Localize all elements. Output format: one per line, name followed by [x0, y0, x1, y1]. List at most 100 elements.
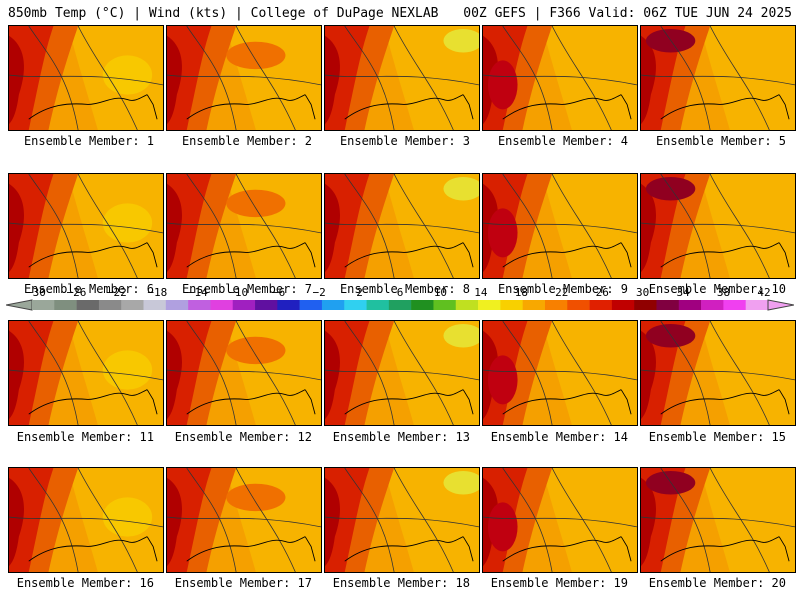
ensemble-map-panel — [640, 173, 796, 279]
colorbar-swatch — [611, 300, 635, 310]
ensemble-map-panel — [166, 25, 322, 131]
ensemble-map-panel — [640, 25, 796, 131]
colorbar-swatch — [232, 300, 256, 310]
colorbar-tick-label: 26 — [595, 286, 609, 299]
ensemble-member-label: Ensemble Member: 11 — [16, 430, 154, 444]
colorbar-tick-label: −26 — [66, 286, 87, 299]
ensemble-member-label: Ensemble Member: 7 — [181, 282, 312, 296]
colorbar-tick-label: −22 — [106, 286, 127, 299]
colorbar-swatch — [344, 300, 367, 310]
temperature-map — [483, 468, 637, 572]
temperature-map — [641, 321, 795, 425]
colorbar-swatch — [143, 300, 167, 310]
ensemble-member-label: Ensemble Member: 4 — [497, 134, 628, 148]
ensemble-map-panel — [324, 467, 480, 573]
ensemble-member-label: Ensemble Member: 6 — [23, 282, 154, 296]
ensemble-member-label: Ensemble Member: 20 — [648, 576, 786, 590]
colorbar-swatch — [165, 300, 189, 310]
colorbar-scale — [5, 299, 795, 311]
colorbar-tick-label: −18 — [147, 286, 168, 299]
ensemble-map-panel — [8, 25, 164, 131]
ensemble-map-panel — [640, 467, 796, 573]
colorbar-tick-label: −30 — [26, 286, 46, 299]
ensemble-map-panel — [8, 467, 164, 573]
temperature-map — [325, 321, 479, 425]
ensemble-map-panel — [8, 320, 164, 426]
colorbar-swatch — [299, 300, 323, 310]
colorbar-swatch — [321, 300, 345, 310]
colorbar-swatch — [255, 300, 278, 310]
colorbar-swatch — [433, 300, 457, 310]
colorbar-swatch — [656, 300, 680, 310]
temperature-map — [167, 321, 321, 425]
temperature-map — [483, 174, 637, 278]
colorbar-tick-label: −6 — [272, 286, 286, 299]
colorbar-swatch — [411, 300, 434, 310]
colorbar-swatch — [277, 300, 300, 310]
temperature-map — [9, 26, 163, 130]
colorbar-swatch — [701, 300, 724, 310]
ensemble-member-label: Ensemble Member: 5 — [655, 134, 786, 148]
temperature-map — [9, 468, 163, 572]
colorbar: −30 −26 −22 −18 −14 −10 −6 −2 2 6 10 14 18 22 26 30 34 38… — [5, 286, 795, 322]
ensemble-member-label: Ensemble Member: 14 — [490, 430, 628, 444]
colorbar-swatch — [634, 300, 657, 310]
colorbar-swatch — [366, 300, 390, 310]
ensemble-member-label: Ensemble Member: 10 — [648, 282, 786, 296]
ensemble-member-label: Ensemble Member: 18 — [332, 576, 470, 590]
temperature-map — [641, 174, 795, 278]
temperature-map — [9, 321, 163, 425]
ensemble-map-panel — [482, 320, 638, 426]
colorbar-swatch — [121, 300, 144, 310]
colorbar-swatch — [567, 300, 590, 310]
temperature-map — [167, 468, 321, 572]
ensemble-map-panel — [324, 320, 480, 426]
ensemble-map-panel — [324, 173, 480, 279]
ensemble-map-panel — [166, 467, 322, 573]
ensemble-map-panel — [166, 173, 322, 279]
ensemble-map-panel — [482, 467, 638, 573]
colorbar-tick-label: 22 — [555, 286, 569, 299]
colorbar-tick-label: 30 — [636, 286, 650, 299]
ensemble-map-panel — [324, 25, 480, 131]
colorbar-swatch — [589, 300, 613, 310]
ensemble-member-label: Ensemble Member: 17 — [174, 576, 312, 590]
colorbar-tick-label: 14 — [474, 286, 488, 299]
header-valid-time: 00Z GEFS | F366 Valid: 06Z TUE JUN 24 20… — [463, 6, 792, 21]
colorbar-high-arrow — [767, 299, 795, 311]
ensemble-member-label: Ensemble Member: 16 — [16, 576, 154, 590]
colorbar-low-arrow — [5, 299, 33, 311]
colorbar-swatch — [500, 300, 523, 310]
colorbar-tick-label: 18 — [514, 286, 528, 299]
temperature-map — [641, 468, 795, 572]
ensemble-member-label: Ensemble Member: 3 — [339, 134, 470, 148]
temperature-map — [483, 26, 637, 130]
colorbar-tick-label: 10 — [433, 286, 448, 299]
header-title: 850mb Temp (°C) | Wind (kts) | College o… — [8, 6, 439, 21]
ensemble-member-label: Ensemble Member: 8 — [339, 282, 470, 296]
colorbar-swatch — [98, 300, 122, 310]
colorbar-tick-label: 38 — [716, 286, 731, 299]
temperature-map — [641, 26, 795, 130]
temperature-map — [325, 468, 479, 572]
ensemble-member-label: Ensemble Member: 12 — [174, 430, 312, 444]
colorbar-swatch — [54, 300, 77, 310]
ensemble-map-panel — [640, 320, 796, 426]
temperature-map — [325, 26, 479, 130]
colorbar-swatch — [478, 300, 501, 310]
ensemble-map-panel — [166, 320, 322, 426]
colorbar-swatch — [32, 300, 55, 310]
colorbar-swatch — [76, 300, 100, 310]
colorbar-tick-label: −10 — [228, 286, 249, 299]
colorbar-swatch — [388, 300, 412, 310]
temperature-map — [325, 174, 479, 278]
ensemble-member-label: Ensemble Member: 9 — [497, 282, 628, 296]
colorbar-tick-label: 42 — [757, 286, 771, 299]
ensemble-member-label: Ensemble Member: 15 — [648, 430, 786, 444]
ensemble-member-label: Ensemble Member: 19 — [490, 576, 628, 590]
colorbar-swatch — [678, 300, 702, 310]
temperature-map — [483, 321, 637, 425]
colorbar-tick-label: 6 — [396, 286, 404, 299]
ensemble-member-label: Ensemble Member: 1 — [23, 134, 154, 148]
ensemble-map-panel — [8, 173, 164, 279]
